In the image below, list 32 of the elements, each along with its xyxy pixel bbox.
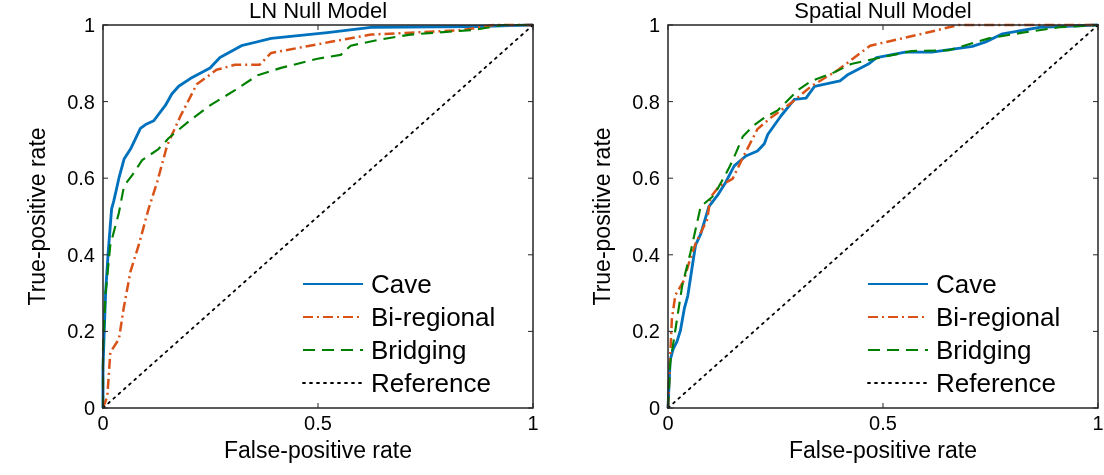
y-tick-label: 0.2 — [632, 320, 660, 343]
y-tick-label: 0.4 — [632, 243, 660, 266]
chart-title: Spatial Null Model — [794, 0, 972, 23]
x-tick-label: 1 — [527, 412, 539, 434]
legend-label: Bridging — [371, 335, 467, 365]
y-tick-label: 1 — [648, 14, 660, 36]
x-axis-title: False-positive rate — [789, 437, 977, 463]
x-tick-label: 0 — [662, 412, 674, 434]
y-axis-title: True-positive rate — [24, 127, 50, 306]
chart-title: LN Null Model — [248, 0, 388, 23]
legend-label: Bi-regional — [936, 302, 1061, 332]
y-tick-label: 0.8 — [67, 90, 95, 113]
x-tick-label: 1 — [1092, 412, 1104, 434]
x-tick-label: 0.5 — [304, 412, 332, 434]
y-tick-label: 0 — [648, 397, 660, 419]
x-axis-title: False-positive rate — [224, 437, 412, 463]
legend-label: Reference — [371, 368, 491, 398]
legend-label: Cave — [371, 269, 432, 299]
y-tick-label: 0.6 — [67, 167, 95, 190]
legend-label: Bridging — [936, 335, 1032, 365]
x-tick-label: 0.5 — [869, 412, 897, 434]
y-tick-label: 0.4 — [67, 243, 95, 266]
legend-label: Bi-regional — [371, 302, 496, 332]
y-tick-label: 1 — [83, 14, 95, 36]
x-tick-label: 0 — [97, 412, 109, 434]
y-tick-label: 0.8 — [632, 90, 660, 113]
legend-label: Cave — [936, 269, 997, 299]
y-tick-label: 0.2 — [67, 320, 95, 343]
y-axis-title: True-positive rate — [589, 127, 615, 306]
y-tick-label: 0.6 — [632, 167, 660, 190]
y-tick-label: 0 — [83, 397, 95, 419]
legend-label: Reference — [936, 368, 1056, 398]
